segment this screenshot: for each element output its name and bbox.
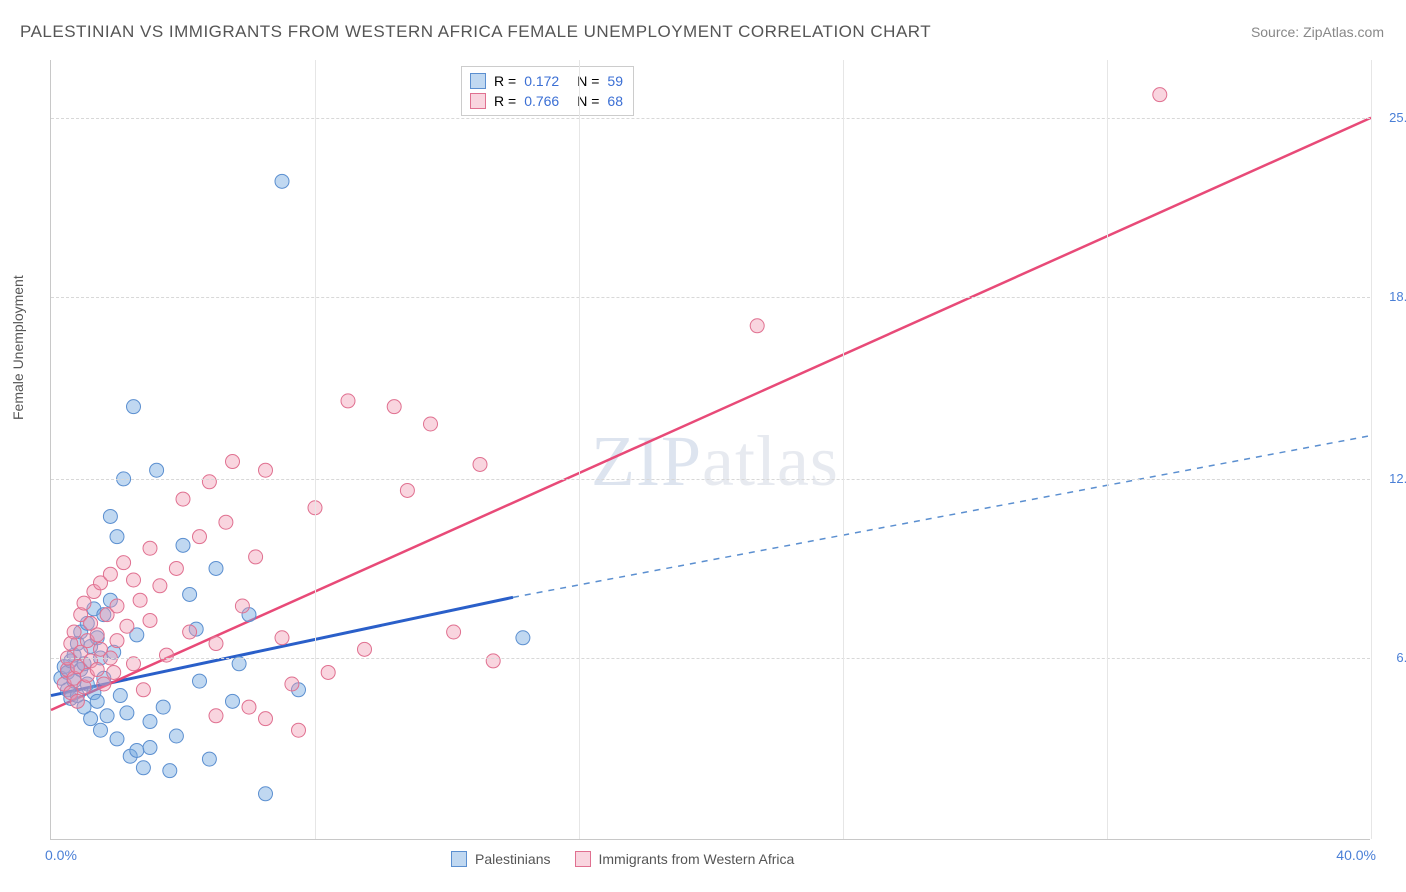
points-svg (51, 60, 1370, 839)
legend-r-1: 0.766 (524, 91, 559, 111)
legend-n-label: N = (577, 71, 599, 91)
chart-title: PALESTINIAN VS IMMIGRANTS FROM WESTERN A… (20, 22, 931, 42)
legend-n-0: 59 (607, 71, 623, 91)
legend-bottom-label-1: Immigrants from Western Africa (599, 851, 795, 867)
legend-n-1: 68 (607, 91, 623, 111)
legend-bottom: Palestinians Immigrants from Western Afr… (451, 851, 794, 867)
legend-swatch-1 (470, 93, 486, 109)
x-axis-min-label: 0.0% (45, 847, 77, 863)
legend-stats-row-1: R = 0.766 N = 68 (470, 91, 623, 111)
legend-item-1: Immigrants from Western Africa (575, 851, 795, 867)
legend-r-label: R = (494, 91, 516, 111)
legend-swatch-0 (470, 73, 486, 89)
y-tick-label: 12.5% (1389, 471, 1406, 486)
x-axis-max-label: 40.0% (1336, 847, 1376, 863)
y-tick-label: 18.8% (1389, 289, 1406, 304)
y-tick-label: 6.3% (1396, 650, 1406, 665)
y-axis-title: Female Unemployment (10, 275, 26, 420)
legend-bottom-label-0: Palestinians (475, 851, 551, 867)
legend-bottom-swatch-0 (451, 851, 467, 867)
legend-bottom-swatch-1 (575, 851, 591, 867)
legend-r-label: R = (494, 71, 516, 91)
legend-stats: R = 0.172 N = 59 R = 0.766 N = 68 (461, 66, 634, 116)
y-tick-label: 25.0% (1389, 110, 1406, 125)
legend-r-0: 0.172 (524, 71, 559, 91)
legend-item-0: Palestinians (451, 851, 551, 867)
legend-stats-row-0: R = 0.172 N = 59 (470, 71, 623, 91)
legend-n-label: N = (577, 91, 599, 111)
plot-area: ZIPatlas R = 0.172 N = 59 R = 0.766 N = … (50, 60, 1370, 840)
source-label: Source: ZipAtlas.com (1251, 24, 1384, 40)
